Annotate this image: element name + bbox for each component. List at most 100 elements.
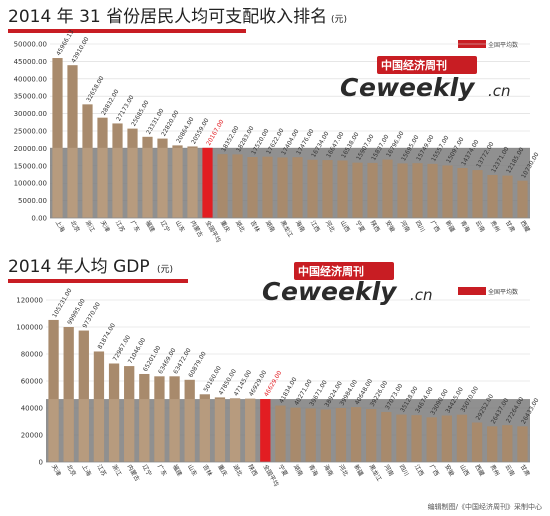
brand-logo-box-2 (294, 262, 394, 280)
chart1-ytick-label: 45000.00 (14, 58, 47, 66)
brand-site-tld-2: .cn (410, 286, 433, 304)
chart1-category-label: 河北 (324, 219, 337, 233)
chart1-bar (292, 157, 303, 218)
chart2-category-label: 江苏 (95, 463, 108, 477)
chart2-ytick-label: 20000 (21, 432, 43, 440)
chart2-bar (335, 408, 347, 462)
chart1-title-underline (8, 29, 246, 33)
chart2-category-label: 辽宁 (141, 463, 154, 477)
chart2-category-label: 山东 (186, 463, 199, 477)
chart2-bar (487, 426, 498, 462)
chart1-bar (52, 58, 63, 219)
chart1-category-label: 西藏 (519, 219, 532, 233)
chart2-bar-shade (199, 399, 210, 462)
chart2-category-label: 西藏 (473, 463, 486, 477)
chart2-category-label: 浙江 (110, 463, 123, 477)
chart1-bar-shade (142, 147, 153, 218)
chart1-bar-shade (52, 147, 63, 218)
chart2-bar-shade (229, 399, 241, 462)
chart2-legend: 全国平均数 (458, 287, 518, 296)
chart2-bar (441, 415, 452, 462)
chart2-value-label: 81874.00 (97, 322, 117, 350)
chart2-bar (502, 425, 513, 462)
chart1-bar (322, 160, 333, 218)
chart1-ytick-label: 5000.00 (18, 197, 47, 205)
chart1-bar (352, 162, 363, 218)
chart2-bar-shade (154, 399, 165, 462)
chart1-bar (307, 159, 318, 218)
chart1-category-label: 山西 (339, 219, 352, 233)
chart1-bar (202, 147, 213, 218)
brand-site-main-2: eweekly (281, 277, 398, 306)
chart1-category-label: 宁夏 (354, 219, 367, 233)
chart2-bar-shade (184, 399, 195, 462)
chart1-bar (442, 165, 453, 218)
chart2-bar (290, 407, 301, 462)
chart2-ytick-label: 60000 (21, 378, 43, 386)
chart1-ytick-label: 0.00 (31, 215, 47, 223)
chart1-bar-shade (97, 147, 108, 218)
brand-logo-text: 中国经济周刊 (381, 58, 447, 72)
chart2-bar (63, 327, 74, 462)
chart2-category-label: 福建 (171, 463, 184, 477)
chart2-bar (426, 417, 437, 462)
chart1-value-label: 32658.00 (85, 75, 105, 103)
chart1-bar-shade (82, 147, 93, 218)
chart1-category-label: 辽宁 (159, 219, 172, 233)
chart2-bar (260, 399, 271, 462)
chart1-legend: 全国平均数 (458, 40, 518, 49)
chart2-watermark: 中国经济周刊 C eweekly .cn (262, 262, 433, 306)
brand-logo-text-2: 中国经济周刊 (298, 264, 364, 278)
chart1-bar (517, 180, 528, 218)
chart1-category-label: 福建 (144, 219, 157, 233)
chart2-category-label: 北京 (65, 463, 78, 477)
chart2-category-label: 广西 (428, 463, 441, 477)
chart1-bar (367, 162, 378, 218)
chart2-bar (320, 409, 331, 462)
chart2-plot: 120000100000800006000040000200000105231.… (16, 287, 540, 488)
chart1-category-label: 山东 (174, 219, 187, 233)
chart1-ytick-label: 25000.00 (14, 128, 47, 136)
chart1-ytick-label: 40000.00 (14, 75, 47, 83)
chart2-bar (366, 409, 377, 462)
credit-line: 编辑制图/《中国经济周刊》采制中心 (428, 502, 542, 511)
chart1-category-label: 江西 (309, 220, 321, 234)
chart1-title: 2014 年 31 省份居民人均可支配收入排名 (8, 7, 327, 27)
chart1-category-label: 内蒙古 (189, 219, 205, 239)
chart2-bar-shade (78, 399, 89, 462)
chart2-category-label: 河北 (337, 463, 350, 477)
chart1-value-label: 28832.00 (100, 88, 120, 116)
chart1-category-label: 广西 (429, 219, 442, 233)
chart2-title-unit: (元) (157, 265, 173, 275)
chart2-category-label: 内蒙古 (125, 463, 141, 483)
chart2-bar-shade (63, 399, 74, 462)
chart1-bar-shade (67, 147, 78, 218)
chart1-bar-shade (172, 147, 183, 218)
chart2-legend-swatch (458, 287, 486, 295)
chart2-value-label: 97370.00 (81, 301, 101, 329)
chart2-bar-shade (124, 399, 135, 462)
chart2-bar (411, 415, 422, 462)
chart2-title-underline (8, 279, 188, 283)
chart1-ytick-label: 30000.00 (14, 110, 47, 118)
chart1-category-label: 黑龙江 (279, 219, 295, 239)
chart2-bar (396, 414, 407, 462)
chart2-bar (471, 422, 483, 462)
chart1-category-label: 陕西 (369, 219, 382, 233)
brand-site-tld: .cn (488, 82, 511, 100)
brand-logo-box (377, 56, 477, 74)
chart2-category-label: 重庆 (216, 463, 229, 477)
chart2-value-label: 60879.00 (187, 350, 207, 378)
chart1-bar (247, 157, 258, 218)
chart1-bar (472, 170, 483, 218)
chart1-bar (397, 163, 408, 218)
brand-site-prefix-2: C (262, 277, 281, 306)
chart1-category-label: 吉林 (249, 219, 262, 233)
chart1-ytick-label: 35000.00 (14, 93, 47, 101)
chart2-category-label: 甘肃 (519, 463, 532, 477)
chart1-category-label: 海南 (294, 219, 307, 233)
chart1-value-label: 43910.00 (70, 36, 90, 64)
chart2-category-label: 吉林 (201, 463, 214, 477)
chart1-category-label: 河南 (399, 219, 412, 233)
